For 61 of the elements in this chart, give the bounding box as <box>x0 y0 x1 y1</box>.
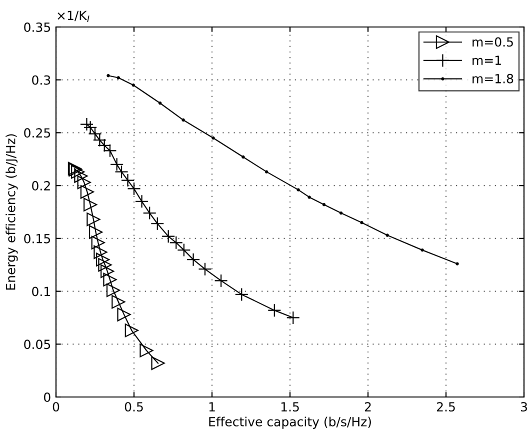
point <box>339 211 343 215</box>
point <box>84 198 98 212</box>
point <box>94 245 108 259</box>
point <box>132 84 135 87</box>
y-axis-title: Energy efficiency (b/J/Hz) <box>6 134 18 290</box>
text: ×1/K$_{I}$ <box>58 10 90 22</box>
point <box>106 74 110 78</box>
y-tick-label: 0.15 <box>24 234 50 244</box>
y-tick-label: 0.35 <box>24 22 50 32</box>
point <box>88 225 103 239</box>
point <box>114 165 128 179</box>
y-tick-label: 0 <box>44 392 50 402</box>
point <box>198 262 212 276</box>
point <box>103 272 117 286</box>
line-series <box>106 74 459 266</box>
point <box>420 248 424 252</box>
y-tick-label: 0.05 <box>24 340 50 350</box>
point <box>322 203 326 206</box>
y-tick-label: 0.25 <box>24 128 50 138</box>
point <box>91 236 105 250</box>
point <box>386 234 389 237</box>
legend-label: m=1 <box>472 56 501 65</box>
point <box>117 308 131 322</box>
point <box>96 252 110 266</box>
point <box>77 176 91 190</box>
legend-label: m=0.5 <box>472 37 513 47</box>
point <box>308 196 311 199</box>
point <box>112 295 126 309</box>
x-axis-title: Effective capacity (b/s/Hz) <box>209 416 371 429</box>
point <box>124 324 138 338</box>
point <box>86 212 100 226</box>
x-tick-label: 2.5 <box>436 402 455 412</box>
x-tick-label: 2 <box>364 402 371 412</box>
point <box>265 170 268 174</box>
point <box>100 264 114 278</box>
point <box>296 188 300 192</box>
point <box>158 102 162 105</box>
point <box>360 220 364 224</box>
point <box>116 76 120 80</box>
x-tick-label: 1 <box>209 402 215 412</box>
point <box>242 155 245 159</box>
y-tick-label: 0.1 <box>32 286 50 296</box>
x-tick-label: 0.5 <box>124 402 143 412</box>
x-tick-label: 0 <box>52 402 60 412</box>
legend-label: m=1.8 <box>472 74 514 84</box>
point <box>140 344 154 358</box>
x-tick-label: 3 <box>520 402 527 412</box>
point <box>456 262 459 266</box>
y-tick-label: 0.2 <box>32 181 50 190</box>
point <box>127 182 141 196</box>
point <box>106 283 120 298</box>
point <box>182 118 185 122</box>
point <box>151 356 165 370</box>
y-tick-label: 0.3 <box>32 75 50 85</box>
point <box>71 165 85 179</box>
point <box>98 258 112 272</box>
x-tick-label: 1.5 <box>281 402 299 412</box>
point <box>212 136 215 140</box>
point <box>88 126 102 141</box>
point <box>80 185 94 199</box>
point <box>74 169 88 183</box>
